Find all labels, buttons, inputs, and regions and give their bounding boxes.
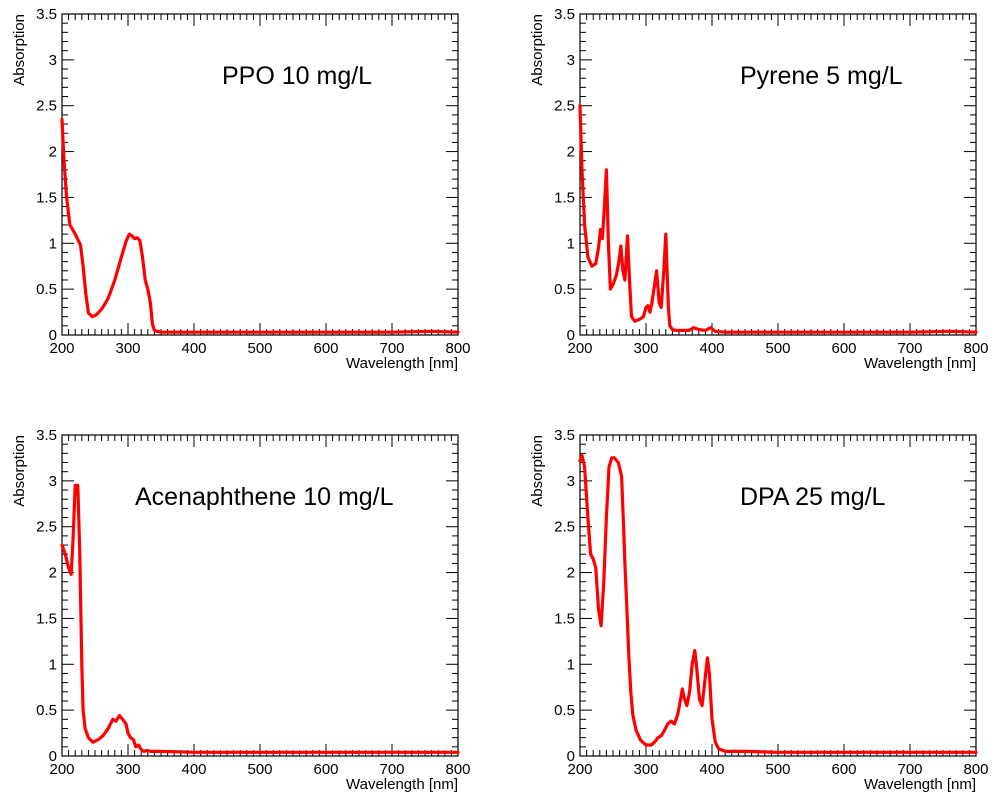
- x-tick-label: 300: [633, 761, 658, 778]
- y-tick-label: 1.5: [554, 189, 575, 206]
- x-tick-label: 700: [897, 340, 922, 357]
- y-tick-label: 3.5: [554, 427, 575, 444]
- x-tick-label: 700: [897, 761, 922, 778]
- y-tick-label: 1: [49, 656, 57, 673]
- y-tick-label: 3.5: [36, 6, 57, 23]
- y-tick-label: 1: [49, 235, 57, 252]
- sample-label: Acenaphthene 10 mg/L: [135, 483, 394, 511]
- x-tick-label: 400: [699, 761, 724, 778]
- x-tick-label: 200: [567, 761, 592, 778]
- x-tick-label: 800: [963, 761, 988, 778]
- y-tick-label: 0.5: [554, 702, 575, 719]
- y-tick-label: 3: [49, 473, 57, 490]
- y-tick-label: 2.5: [554, 98, 575, 115]
- x-axis-label: Wavelength [nm]: [346, 355, 458, 372]
- y-tick-label: 3: [567, 52, 575, 69]
- series-line: [60, 483, 460, 754]
- y-tick-label: 3: [49, 52, 57, 69]
- x-tick-label: 500: [247, 761, 272, 778]
- sample-label: Pyrene 5 mg/L: [740, 62, 903, 90]
- y-tick-label: 0: [49, 327, 57, 344]
- y-tick-label: 1.5: [554, 610, 575, 627]
- x-tick-label: 800: [445, 340, 470, 357]
- x-tick-label: 500: [765, 340, 790, 357]
- y-tick-label: 3: [567, 473, 575, 490]
- sample-label: DPA 25 mg/L: [740, 483, 886, 511]
- y-tick-label: 0.5: [36, 702, 57, 719]
- series-line: [578, 104, 978, 334]
- y-tick-label: 2: [567, 144, 575, 161]
- x-tick-label: 700: [379, 761, 404, 778]
- y-tick-label: 2: [49, 144, 57, 161]
- x-tick-label: 300: [115, 340, 140, 357]
- x-tick-label: 400: [699, 340, 724, 357]
- y-tick-label: 2.5: [36, 98, 57, 115]
- y-tick-label: 0: [49, 748, 57, 765]
- y-axis-label: Absorption: [11, 14, 28, 86]
- x-axis-label: Wavelength [nm]: [346, 776, 458, 793]
- x-tick-label: 400: [181, 340, 206, 357]
- y-tick-label: 0: [567, 748, 575, 765]
- y-tick-label: 1.5: [36, 610, 57, 627]
- x-tick-label: 200: [49, 340, 74, 357]
- x-tick-label: 300: [115, 761, 140, 778]
- y-axis-label: Absorption: [529, 14, 546, 86]
- x-tick-label: 600: [831, 761, 856, 778]
- y-tick-label: 2.5: [554, 519, 575, 536]
- x-tick-label: 600: [313, 761, 338, 778]
- x-axis-label: Wavelength [nm]: [864, 776, 976, 793]
- series-line: [578, 453, 978, 754]
- chart-panel-4: 0 0.5 1 1.5 2 2.5 3 3.5 200 300 400 500 600 700 800Wav…: [529, 427, 989, 793]
- y-axis-label: Absorption: [11, 435, 28, 507]
- y-tick-label: 2: [567, 565, 575, 582]
- x-tick-label: 500: [765, 761, 790, 778]
- x-tick-label: 400: [181, 761, 206, 778]
- chart-panel-3: 0 0.5 1 1.5 2 2.5 3 3.5 200 300 400 500 600 700 800Wav…: [11, 427, 471, 793]
- x-tick-label: 600: [831, 340, 856, 357]
- y-tick-label: 3.5: [554, 6, 575, 23]
- y-tick-label: 2: [49, 565, 57, 582]
- x-tick-label: 200: [49, 761, 74, 778]
- y-tick-label: 1: [567, 656, 575, 673]
- y-axis-label: Absorption: [529, 435, 546, 507]
- series-line: [60, 117, 460, 334]
- y-tick-label: 0: [567, 327, 575, 344]
- x-tick-label: 800: [963, 340, 988, 357]
- y-tick-label: 0.5: [554, 281, 575, 298]
- x-tick-label: 700: [379, 340, 404, 357]
- x-tick-label: 300: [633, 340, 658, 357]
- x-axis-label: Wavelength [nm]: [864, 355, 976, 372]
- sample-label: PPO 10 mg/L: [222, 62, 372, 90]
- y-tick-label: 0.5: [36, 281, 57, 298]
- y-tick-label: 3.5: [36, 427, 57, 444]
- y-tick-label: 2.5: [36, 519, 57, 536]
- x-tick-label: 800: [445, 761, 470, 778]
- y-tick-label: 1: [567, 235, 575, 252]
- x-tick-label: 500: [247, 340, 272, 357]
- x-tick-label: 200: [567, 340, 592, 357]
- chart-panel-1: 0 0.5 1 1.5 2 2.5 3 3.5 200 300 400 500 600 700 800Wav…: [11, 6, 471, 372]
- chart-panel-2: 0 0.5 1 1.5 2 2.5 3 3.5 200 300 400 500 600 700 800Wav…: [529, 6, 989, 372]
- x-tick-label: 600: [313, 340, 338, 357]
- y-tick-label: 1.5: [36, 189, 57, 206]
